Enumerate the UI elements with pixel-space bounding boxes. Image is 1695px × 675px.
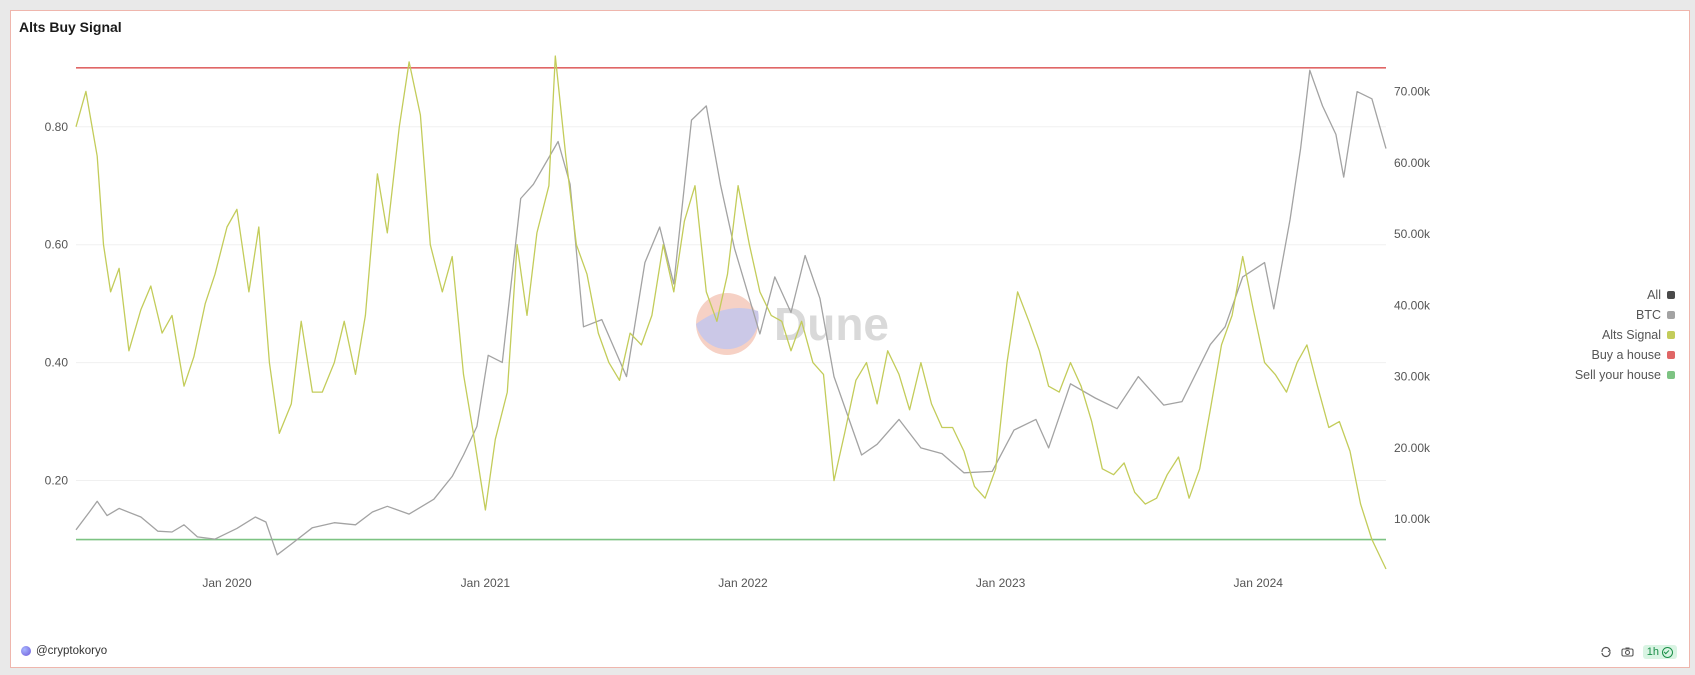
- legend-item-buy-a-house[interactable]: Buy a house: [1591, 347, 1675, 363]
- legend: All BTC Alts Signal Buy a house Sell your ho…: [1575, 287, 1675, 383]
- refresh-interval: 1h: [1646, 646, 1659, 658]
- watermark-text: Dune: [774, 298, 889, 350]
- legend-item-alts-signal[interactable]: Alts Signal: [1602, 327, 1675, 343]
- y-left-tick-label: 0.60: [45, 238, 69, 252]
- y-right-tick-label: 70.00k: [1394, 85, 1431, 99]
- legend-swatch: [1667, 371, 1675, 379]
- legend-swatch: [1667, 351, 1675, 359]
- legend-label: Alts Signal: [1601, 328, 1661, 342]
- legend-label: Sell your house: [1574, 368, 1661, 382]
- axes: 0.20 0.40 0.60 0.80 10.00k 20.00k 30.00k 40.00k…: [45, 85, 1431, 590]
- y-right-tick-label: 60.00k: [1394, 156, 1431, 170]
- y-right-tick-label: 30.00k: [1394, 370, 1431, 384]
- chart-footer-actions: 1h: [1599, 645, 1677, 659]
- legend-item-sell-your-house[interactable]: Sell your house: [1575, 367, 1675, 383]
- refresh-badge[interactable]: 1h: [1642, 645, 1677, 659]
- x-tick-label: Jan 2024: [1234, 576, 1284, 590]
- author[interactable]: @cryptokoryo: [21, 645, 107, 657]
- dune-watermark: Dune: [696, 293, 889, 355]
- y-right-tick-label: 40.00k: [1394, 298, 1431, 312]
- y-left-tick-label: 0.40: [45, 356, 69, 370]
- y-left-tick-label: 0.80: [45, 120, 69, 134]
- series-btc: [75, 69, 1387, 556]
- legend-swatch: [1667, 291, 1675, 299]
- line-chart: Dune 0.20 0.40 0.60 0.80 10.00k 20.00k 30.00k 4…: [45, 55, 1431, 590]
- legend-label: BTC: [1636, 308, 1661, 322]
- legend-label: All: [1647, 288, 1661, 302]
- series-alts-signal: [75, 55, 1387, 570]
- x-tick-label: Jan 2020: [202, 576, 252, 590]
- legend-swatch: [1667, 331, 1675, 339]
- legend-label: Buy a house: [1591, 348, 1662, 362]
- refresh-icon[interactable]: [1599, 645, 1613, 659]
- reference-lines: [76, 66, 1386, 541]
- y-right-tick-label: 10.00k: [1394, 512, 1431, 526]
- x-tick-label: Jan 2021: [461, 576, 511, 590]
- y-left-tick-label: 0.20: [45, 474, 69, 488]
- y-right-tick-label: 50.00k: [1394, 227, 1431, 241]
- chart-title: Alts Buy Signal: [19, 19, 122, 35]
- legend-swatch: [1667, 311, 1675, 319]
- series-lines: [75, 55, 1387, 570]
- avatar: [21, 646, 31, 656]
- x-tick-label: Jan 2023: [976, 576, 1026, 590]
- legend-item-btc[interactable]: BTC: [1636, 307, 1675, 323]
- check-circle-icon: [1662, 646, 1673, 658]
- x-tick-label: Jan 2022: [718, 576, 768, 590]
- y-right-tick-label: 20.00k: [1394, 441, 1431, 455]
- chart-panel: Alts Buy Signal Dune 0.20 0.40 0.60 0.80 10.…: [10, 10, 1690, 668]
- watermark-logo-lower: [696, 307, 759, 350]
- legend-item-all[interactable]: All: [1647, 287, 1675, 303]
- camera-icon[interactable]: [1621, 645, 1635, 659]
- author-handle[interactable]: @cryptokoryo: [36, 645, 108, 657]
